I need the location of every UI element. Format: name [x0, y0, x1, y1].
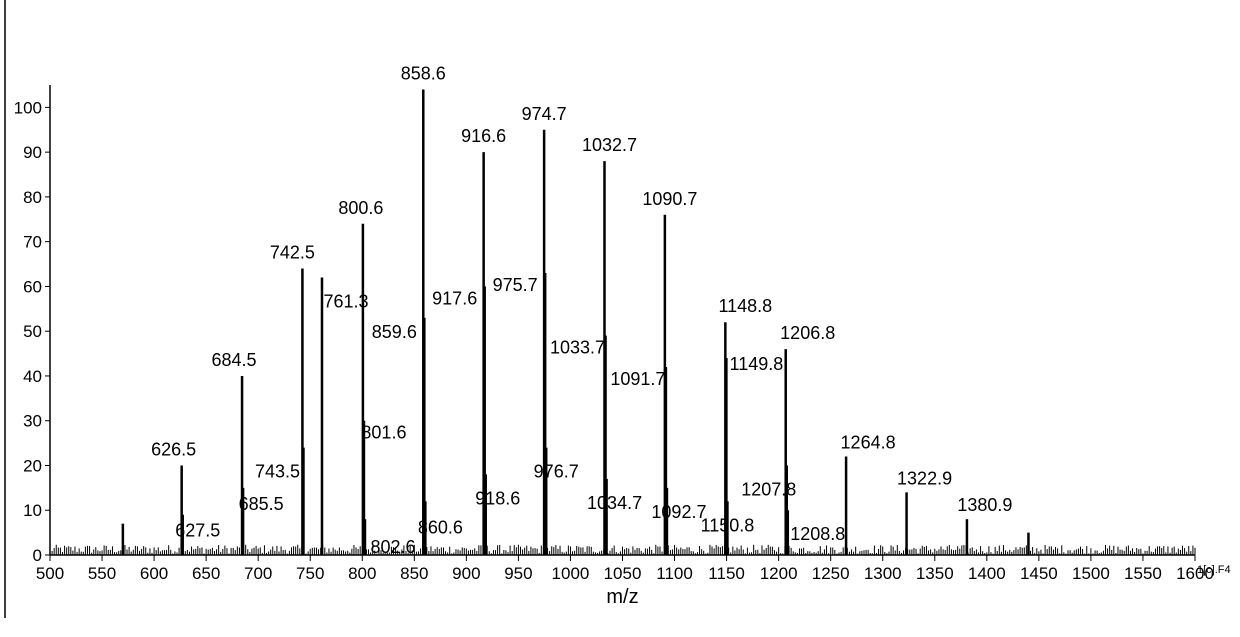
y-tick-label: 70 [23, 233, 42, 252]
peak-label: 858.6 [401, 63, 446, 83]
x-tick-label: 600 [140, 564, 168, 583]
x-tick-label: 1200 [760, 564, 798, 583]
peak-label: 976.7 [534, 462, 579, 482]
corner-note: 1[c].F4 [1197, 564, 1231, 576]
y-tick-label: 50 [23, 322, 42, 341]
peak-label: 1322.9 [897, 468, 952, 488]
peak-label: 801.6 [361, 423, 406, 443]
y-tick-label: 60 [23, 277, 42, 296]
peak-label: 1207.8 [741, 479, 796, 499]
x-tick-label: 800 [348, 564, 376, 583]
x-tick-label: 550 [88, 564, 116, 583]
peak-label: 1091.7 [610, 369, 665, 389]
x-tick-label: 650 [192, 564, 220, 583]
x-tick-label: 850 [400, 564, 428, 583]
x-tick-label: 1250 [812, 564, 850, 583]
x-tick-label: 1000 [552, 564, 590, 583]
peak-label: 685.5 [239, 494, 284, 514]
peak-labels: 626.5 627.5 684.5 685.5 742.5 743.5 761.3 800.6… [151, 63, 1012, 557]
x-tick-label: 1450 [1020, 564, 1058, 583]
peak-label: 742.5 [270, 243, 315, 263]
x-axis-title: m/z [606, 586, 638, 608]
spectrum-svg: 0 10 20 30 40 50 60 70 80 90 100 500 550 600 650 700 75… [0, 0, 1240, 632]
x-tick-label: 1150 [708, 564, 745, 583]
x-tick-label: 1400 [968, 564, 1006, 583]
x-tick-label: 500 [36, 564, 64, 583]
peak-label: 974.7 [522, 104, 567, 124]
peak-label: 975.7 [493, 275, 538, 295]
x-tick-label: 1350 [916, 564, 954, 583]
peak-label: 761.3 [323, 291, 368, 311]
x-tick-label: 750 [296, 564, 324, 583]
peak-label: 917.6 [432, 288, 477, 308]
peak-label: 743.5 [255, 462, 300, 482]
x-tick-label: 1500 [1072, 564, 1110, 583]
baseline-noise [50, 545, 1195, 555]
peak-label: 1264.8 [841, 433, 896, 453]
peak-label: 800.6 [338, 198, 383, 218]
y-tick-label: 40 [23, 367, 42, 386]
x-axis: 500 550 600 650 700 750 800 850 900 950 1000 1050 11… [36, 555, 1214, 583]
peak-label: 918.6 [475, 488, 520, 508]
peak-label: 860.6 [418, 517, 463, 537]
y-axis: 0 10 20 30 40 50 60 70 80 90 100 [14, 85, 50, 565]
y-tick-label: 100 [14, 98, 42, 117]
peak-label: 1380.9 [957, 495, 1012, 515]
peak-label: 684.5 [212, 350, 257, 370]
y-tick-label: 10 [23, 501, 42, 520]
peak-label: 1150.8 [701, 515, 755, 535]
x-tick-label: 1300 [864, 564, 902, 583]
x-tick-label: 1100 [656, 564, 693, 583]
peak-label: 916.6 [461, 126, 506, 146]
peak-label: 1206.8 [780, 323, 835, 343]
y-tick-label: 90 [23, 143, 42, 162]
x-tick-label: 1050 [604, 564, 642, 583]
x-tick-label: 950 [504, 564, 532, 583]
peak-label: 1092.7 [651, 502, 706, 522]
y-tick-label: 20 [23, 456, 42, 475]
y-tick-label: 0 [33, 546, 42, 565]
peaks [123, 89, 1029, 555]
peak-label: 1090.7 [642, 189, 697, 209]
peak-label: 1032.7 [582, 135, 637, 155]
peak-label: 802.6 [370, 537, 415, 557]
mass-spectrum-chart: 0 10 20 30 40 50 60 70 80 90 100 500 550 600 650 700 75… [0, 0, 1240, 632]
peak-label: 1149.8 [730, 354, 784, 374]
y-tick-label: 80 [23, 188, 42, 207]
x-tick-label: 700 [244, 564, 272, 583]
peak-label: 1148.8 [718, 296, 772, 316]
peak-label: 626.5 [151, 439, 196, 459]
peak-label: 1208.8 [790, 524, 845, 544]
y-tick-label: 30 [23, 412, 42, 431]
peak-label: 1034.7 [587, 493, 642, 513]
peak-label: 859.6 [372, 322, 417, 342]
peak-label: 1033.7 [550, 338, 605, 358]
x-tick-label: 1550 [1124, 564, 1162, 583]
peak-label: 627.5 [175, 521, 220, 541]
x-tick-label: 900 [452, 564, 480, 583]
